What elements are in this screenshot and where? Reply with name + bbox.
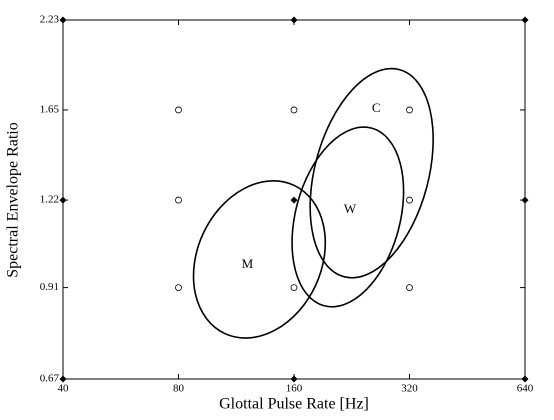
diamond-point bbox=[521, 196, 529, 204]
ellipse bbox=[192, 180, 327, 339]
diamond-point bbox=[290, 375, 298, 383]
diamond-point bbox=[59, 375, 67, 383]
circle-point bbox=[406, 284, 413, 291]
ellipse-label: W bbox=[344, 201, 357, 216]
circle-point bbox=[175, 284, 182, 291]
ellipse bbox=[291, 126, 405, 308]
diamond-point bbox=[59, 196, 67, 204]
ellipse-label: M bbox=[242, 256, 254, 271]
ellipse-label: C bbox=[372, 100, 381, 115]
x-tick-label: 640 bbox=[517, 383, 534, 395]
diamond-point bbox=[290, 16, 298, 24]
x-tick-label: 160 bbox=[286, 383, 303, 395]
circle-point bbox=[175, 196, 182, 204]
x-axis-label: Glottal Pulse Rate [Hz] bbox=[219, 396, 369, 413]
y-tick-label: 1.65 bbox=[40, 103, 60, 115]
diamond-point bbox=[59, 16, 67, 24]
circle-point bbox=[290, 284, 298, 291]
circle-point bbox=[406, 106, 413, 114]
y-axis-label: Spectral Envelope Ratio bbox=[5, 122, 22, 278]
circle-point bbox=[406, 196, 413, 204]
y-tick-label: 2.23 bbox=[40, 14, 60, 26]
x-tick-label: 80 bbox=[173, 383, 185, 395]
diamond-point bbox=[521, 16, 529, 24]
x-tick-label: 320 bbox=[401, 383, 418, 395]
y-tick-label: 0.91 bbox=[40, 281, 59, 293]
x-tick-label: 40 bbox=[58, 383, 70, 395]
y-tick-label: 1.22 bbox=[40, 194, 59, 206]
diamond-point bbox=[290, 196, 298, 204]
circle-point bbox=[290, 106, 298, 114]
ellipse bbox=[309, 67, 434, 279]
diamond-point bbox=[521, 375, 529, 383]
circle-point bbox=[175, 106, 182, 114]
y-tick-label: 0.67 bbox=[40, 373, 60, 385]
